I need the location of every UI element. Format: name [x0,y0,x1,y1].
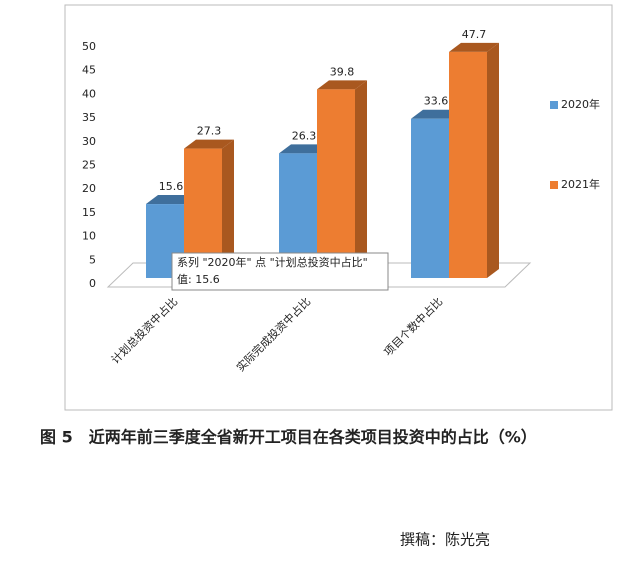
y-tick-label: 50 [82,40,96,53]
author: 撰稿：陈光亮 [400,531,490,549]
data-label: 47.7 [462,28,487,41]
bar-side [487,42,499,278]
y-tick-label: 5 [89,253,96,266]
bar-top [146,195,196,205]
bar-top [279,144,329,154]
bar-side [355,80,367,279]
bar [317,80,367,279]
y-tick-label: 30 [82,135,96,148]
bar [449,42,499,278]
y-tick-label: 40 [82,87,96,100]
y-tick-label: 25 [82,159,96,172]
bar-front [411,118,449,279]
legend-swatch [550,101,558,109]
legend-swatch [550,181,558,189]
bar-top [317,80,367,90]
data-label: 33.6 [424,95,449,108]
data-label: 15.6 [159,180,184,193]
bar-top [449,42,499,52]
tooltip-text: 值: 15.6 [177,273,220,286]
bar-front [449,51,487,278]
y-tick-label: 0 [89,277,96,290]
bar-front [317,89,355,279]
data-label: 27.3 [197,125,222,138]
y-tick-label: 45 [82,64,96,77]
legend-label: 2020年 [561,97,600,111]
bar-side [222,139,234,278]
y-tick-label: 10 [82,230,96,243]
y-tick-label: 35 [82,111,96,124]
bar-top [184,139,234,149]
legend-label: 2021年 [561,177,600,191]
tooltip-box [171,252,389,291]
bar-top [411,109,461,119]
data-label: 26.3 [292,129,317,142]
data-label: 39.8 [330,65,355,78]
y-tick-label: 15 [82,206,96,219]
y-tick-label: 20 [82,182,96,195]
caption: 图 5 近两年前三季度全省新开工项目在各类项目投资中的占比（%） [40,428,537,447]
tooltip-title: 系列 "2020年" 点 "计划总投资中占比" [177,255,368,269]
